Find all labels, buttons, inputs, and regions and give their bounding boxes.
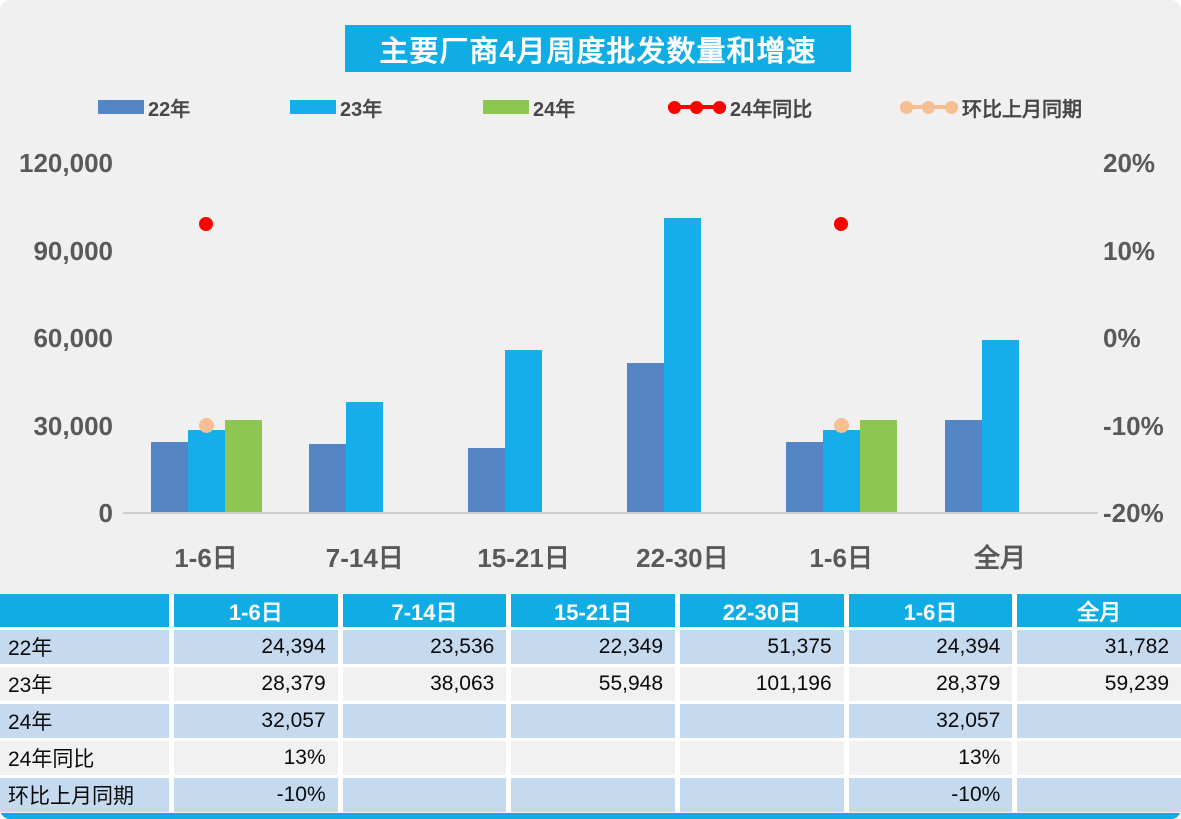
left-axis-tick: 120,000 (19, 148, 113, 178)
table-header-cell: 1-6日 (848, 594, 1013, 627)
table-cell (511, 778, 675, 812)
bar-24年-1-6日 (224, 419, 262, 513)
bar-24年-1-6日 (859, 419, 897, 513)
table-cell: 38,063 (342, 667, 507, 701)
table-row-label: 23年 (0, 667, 169, 701)
table-cell: -10% (174, 778, 338, 812)
table-row-label: 24年 (0, 704, 169, 738)
chart-title-banner: 主要厂商4月周度批发数量和增速 (345, 25, 851, 72)
table-cell (342, 704, 507, 738)
table-cell: 51,375 (680, 630, 844, 664)
table-bottom-border (0, 813, 1181, 819)
legend-label: 24年 (533, 98, 576, 121)
legend-item-4: 环比上月同期 (900, 95, 1082, 121)
table-header-cell: 1-6日 (174, 594, 338, 627)
table-cell (1017, 704, 1181, 738)
legend-item-0: 22年 (98, 95, 191, 121)
left-axis-tick: 0 (98, 498, 113, 528)
table-header-cell: 15-21日 (511, 594, 675, 627)
table-cell: 28,379 (174, 667, 338, 701)
bar-23年-全月 (981, 340, 1019, 513)
legend-item-3: 24年同比 (668, 95, 813, 121)
x-axis-label: 15-21日 (477, 543, 570, 573)
table-cell (511, 704, 675, 738)
table-cell (1017, 741, 1181, 775)
table-cell: 28,379 (848, 667, 1013, 701)
bar-23年-7-14日 (346, 401, 384, 513)
bar-22年-15-21日 (468, 447, 506, 513)
legend-label: 22年 (148, 98, 191, 121)
table-header-cell: 22-30日 (680, 594, 844, 627)
table-cell: 13% (848, 741, 1013, 775)
bar-22年-1-6日 (150, 441, 188, 513)
table-cell: 24,394 (174, 630, 338, 664)
table-cell: 59,239 (1017, 667, 1181, 701)
x-axis-label: 全月 (973, 543, 1026, 573)
bar-23年-1-6日 (822, 430, 860, 513)
bar-23年-15-21日 (505, 349, 543, 513)
table-cell: 23,536 (342, 630, 507, 664)
yoy-dot (199, 217, 213, 232)
right-axis-tick: -10% (1103, 410, 1164, 441)
table-cell: 32,057 (174, 704, 338, 738)
table-row-label: 环比上月同期 (0, 778, 169, 812)
x-axis-label: 22-30日 (636, 543, 729, 573)
bar-23年-1-6日 (187, 430, 225, 513)
x-axis-line (123, 512, 1098, 514)
yoy-dot (834, 217, 849, 232)
table-cell: 55,948 (511, 667, 675, 701)
right-axis-tick: -20% (1103, 498, 1164, 528)
table-cell (680, 704, 844, 738)
table-row-label: 22年 (0, 630, 169, 664)
legend-line-marker-icon (668, 100, 726, 114)
table-row-label: 24年同比 (0, 741, 169, 775)
table-cell: -10% (848, 778, 1013, 812)
left-axis-tick: 90,000 (33, 235, 113, 266)
bar-22年-7-14日 (309, 444, 347, 513)
left-axis-tick: 30,000 (33, 410, 113, 441)
right-axis-tick: 20% (1103, 148, 1156, 178)
left-axis-tick: 60,000 (33, 323, 113, 353)
legend-item-1: 23年 (290, 95, 383, 121)
table-cell: 101,196 (680, 667, 844, 701)
legend-label: 环比上月同期 (962, 98, 1082, 121)
table-cell (511, 741, 675, 775)
table-cell: 13% (174, 741, 338, 775)
data-table: 1-6日 7-14日 15-21日 22-30日 1-6日 全月 22年 24,394 23,5… (0, 594, 1181, 812)
table-header-cell (0, 594, 169, 627)
table-cell: 22,349 (511, 630, 675, 664)
legend-label: 23年 (340, 98, 383, 121)
legend-swatch-icon (290, 100, 336, 114)
table-header-cell: 7-14日 (342, 594, 507, 627)
bar-23年-22-30日 (663, 217, 701, 513)
legend-swatch-icon (483, 100, 529, 114)
table-cell (342, 778, 507, 812)
x-axis-label: 1-6日 (174, 543, 238, 573)
legend-swatch-icon (98, 100, 144, 114)
x-axis-label: 1-6日 (809, 543, 873, 573)
bar-22年-1-6日 (785, 441, 823, 513)
bar-22年-全月 (944, 420, 982, 513)
mom-dot (198, 418, 214, 433)
mom-dot (833, 418, 849, 433)
table-cell (680, 741, 844, 775)
chart-title: 主要厂商4月周度批发数量和增速 (379, 35, 817, 68)
legend-item-2: 24年 (483, 95, 576, 121)
table-cell: 32,057 (848, 704, 1013, 738)
bar-22年-22-30日 (626, 363, 664, 513)
x-axis-label: 7-14日 (325, 543, 404, 573)
right-axis-tick: 10% (1103, 235, 1156, 266)
table-cell: 24,394 (848, 630, 1013, 664)
legend-label: 24年同比 (730, 98, 813, 121)
table-cell (342, 741, 507, 775)
table-cell: 31,782 (1017, 630, 1181, 664)
right-axis-tick: 0% (1103, 323, 1141, 353)
table-cell (680, 778, 844, 812)
table-header-cell: 全月 (1017, 594, 1181, 627)
table-cell (1017, 778, 1181, 812)
legend-line-marker-icon (900, 100, 958, 114)
